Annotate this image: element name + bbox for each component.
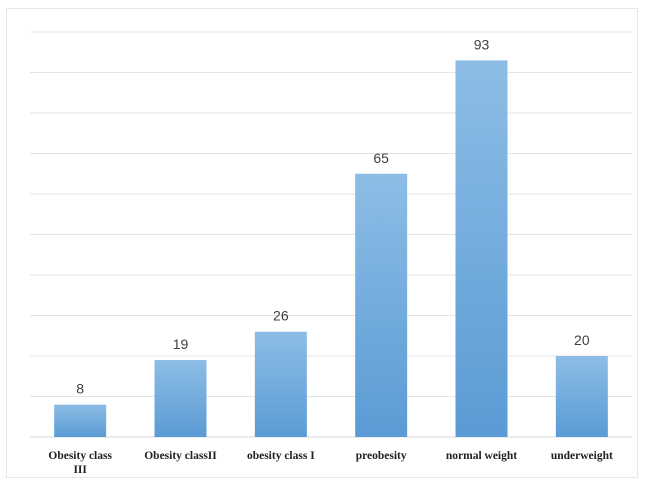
value-label-4: 93 [474, 36, 490, 52]
value-label-5: 20 [574, 332, 590, 348]
category-label-2: obesity class I [247, 450, 315, 462]
value-label-0: 8 [76, 381, 84, 397]
gridlines [30, 31, 632, 438]
bars [54, 60, 608, 437]
value-label-3: 65 [373, 150, 389, 166]
bar-1 [154, 360, 207, 437]
bar-0 [54, 404, 107, 437]
category-label-4: normal weight [446, 450, 517, 462]
category-label-0: Obesity class III [48, 450, 112, 476]
category-label-1: Obesity classII [144, 450, 217, 462]
bar-4 [455, 60, 508, 437]
category-label-5: underweight [551, 450, 613, 462]
category-labels: Obesity class III Obesity classII obesity c… [48, 450, 613, 476]
value-label-1: 19 [173, 336, 189, 352]
chart-frame [6, 8, 638, 478]
value-label-2: 26 [273, 308, 289, 324]
bar-5 [555, 356, 608, 437]
bar-3 [355, 173, 408, 437]
category-label-3: preobesity [356, 450, 407, 462]
bar-2 [254, 331, 307, 437]
value-labels: 8 19 26 65 93 20 [76, 36, 590, 396]
